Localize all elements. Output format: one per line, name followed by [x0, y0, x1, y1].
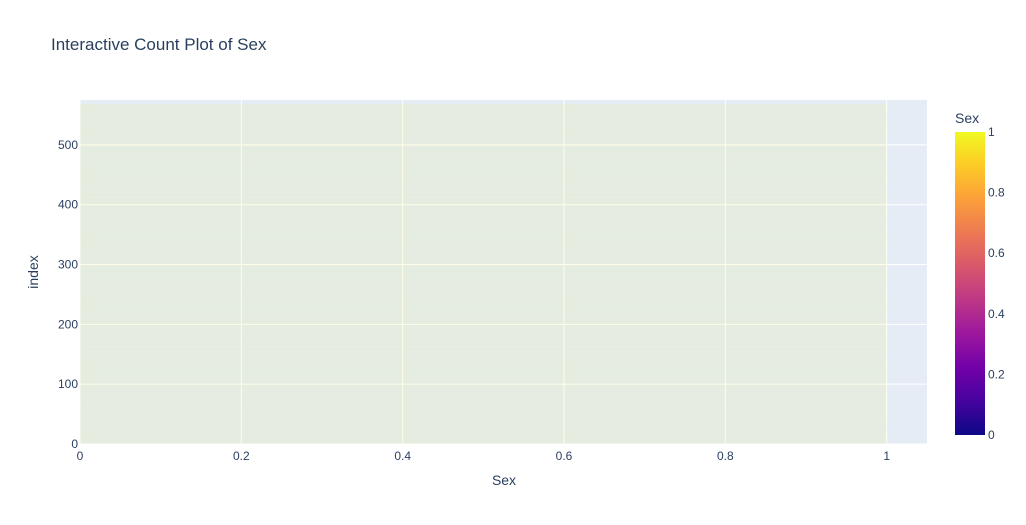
- y-tick-label: 300: [58, 258, 78, 272]
- colorbar-tick-label: 0.4: [988, 307, 1005, 321]
- y-tick-label: 400: [58, 198, 78, 212]
- colorbar-tick-label: 0.8: [988, 186, 1005, 200]
- plot-area: [80, 100, 927, 444]
- x-axis-title: Sex: [492, 472, 516, 488]
- colorbar-ticks: 0 0.2 0.4 0.6 0.8 1: [988, 125, 1005, 442]
- y-axis-title: index: [25, 255, 41, 288]
- x-tick-label: 0.6: [556, 449, 573, 463]
- y-tick-label: 200: [58, 317, 78, 331]
- colorbar-tick-label: 1: [988, 125, 995, 139]
- colorbar-tick-label: 0.2: [988, 367, 1005, 381]
- x-tick-label: 0: [77, 449, 84, 463]
- y-tick-label: 500: [58, 138, 78, 152]
- x-tick-label: 0.2: [233, 449, 250, 463]
- colorbar-tick-label: 0.6: [988, 246, 1005, 260]
- colorbar-title: Sex: [955, 110, 979, 126]
- chart-title: Interactive Count Plot of Sex: [51, 35, 267, 54]
- y-axis-ticks: 0 100 200 300 400 500: [58, 138, 78, 451]
- x-tick-label: 0.8: [717, 449, 734, 463]
- x-axis-ticks: 0 0.2 0.4 0.6 0.8 1: [77, 449, 891, 463]
- colorbar-tick-label: 0: [988, 428, 995, 442]
- colorbar: [955, 132, 985, 435]
- gridlines: [79, 100, 927, 445]
- y-tick-label: 0: [71, 437, 78, 451]
- y-tick-label: 100: [58, 377, 78, 391]
- x-tick-label: 0.4: [394, 449, 411, 463]
- bars: [80, 103, 887, 444]
- x-tick-label: 1: [883, 449, 890, 463]
